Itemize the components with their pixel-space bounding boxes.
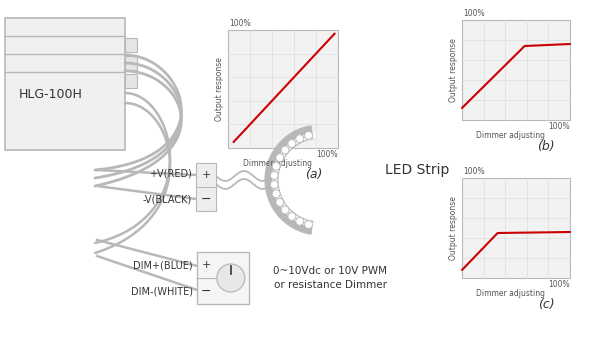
Circle shape: [281, 146, 289, 154]
Circle shape: [276, 198, 284, 206]
Text: +: +: [202, 260, 211, 270]
Text: 100%: 100%: [463, 167, 485, 176]
Text: Dimmer adjusting: Dimmer adjusting: [476, 131, 545, 140]
Text: Output response: Output response: [449, 38, 458, 102]
Circle shape: [305, 221, 313, 229]
Text: Dimmer adjusting: Dimmer adjusting: [243, 159, 312, 168]
Bar: [125, 56, 137, 70]
Text: Output response: Output response: [215, 57, 224, 121]
Text: 100%: 100%: [316, 150, 338, 159]
Bar: [228, 30, 338, 148]
Text: 100%: 100%: [548, 280, 570, 289]
Text: HLG-100H: HLG-100H: [19, 88, 83, 101]
Text: -V(BLACK): -V(BLACK): [143, 194, 192, 204]
Circle shape: [276, 154, 284, 162]
Circle shape: [281, 206, 289, 214]
Circle shape: [270, 171, 278, 179]
Circle shape: [296, 135, 304, 143]
Circle shape: [288, 139, 296, 147]
Text: DIM+(BLUE): DIM+(BLUE): [133, 260, 193, 270]
Circle shape: [288, 212, 296, 220]
Text: +: +: [202, 170, 211, 180]
Bar: [125, 74, 137, 88]
Text: 100%: 100%: [229, 19, 251, 28]
Circle shape: [217, 264, 245, 292]
Bar: [5, 18, 125, 150]
Text: 100%: 100%: [463, 9, 485, 18]
Text: +V(RED): +V(RED): [149, 168, 192, 178]
Circle shape: [272, 190, 280, 198]
Text: DIM-(WHITE): DIM-(WHITE): [131, 286, 193, 296]
Circle shape: [305, 132, 313, 139]
Text: −: −: [201, 285, 212, 297]
Bar: [197, 252, 249, 304]
Text: (c): (c): [538, 298, 554, 311]
Text: Dimmer adjusting: Dimmer adjusting: [476, 289, 545, 298]
Circle shape: [272, 162, 280, 170]
Text: Output response: Output response: [449, 196, 458, 260]
Bar: [125, 38, 137, 52]
Text: 0~10Vdc or 10V PWM
or resistance Dimmer: 0~10Vdc or 10V PWM or resistance Dimmer: [273, 265, 387, 290]
Bar: [462, 178, 570, 278]
Circle shape: [296, 217, 304, 225]
Bar: [196, 163, 216, 211]
Text: 100%: 100%: [548, 122, 570, 131]
Text: LED Strip: LED Strip: [385, 163, 449, 177]
Text: (b): (b): [538, 140, 555, 153]
Text: (a): (a): [305, 168, 322, 181]
Circle shape: [270, 181, 278, 189]
Bar: [462, 20, 570, 120]
Text: −: −: [201, 193, 211, 205]
